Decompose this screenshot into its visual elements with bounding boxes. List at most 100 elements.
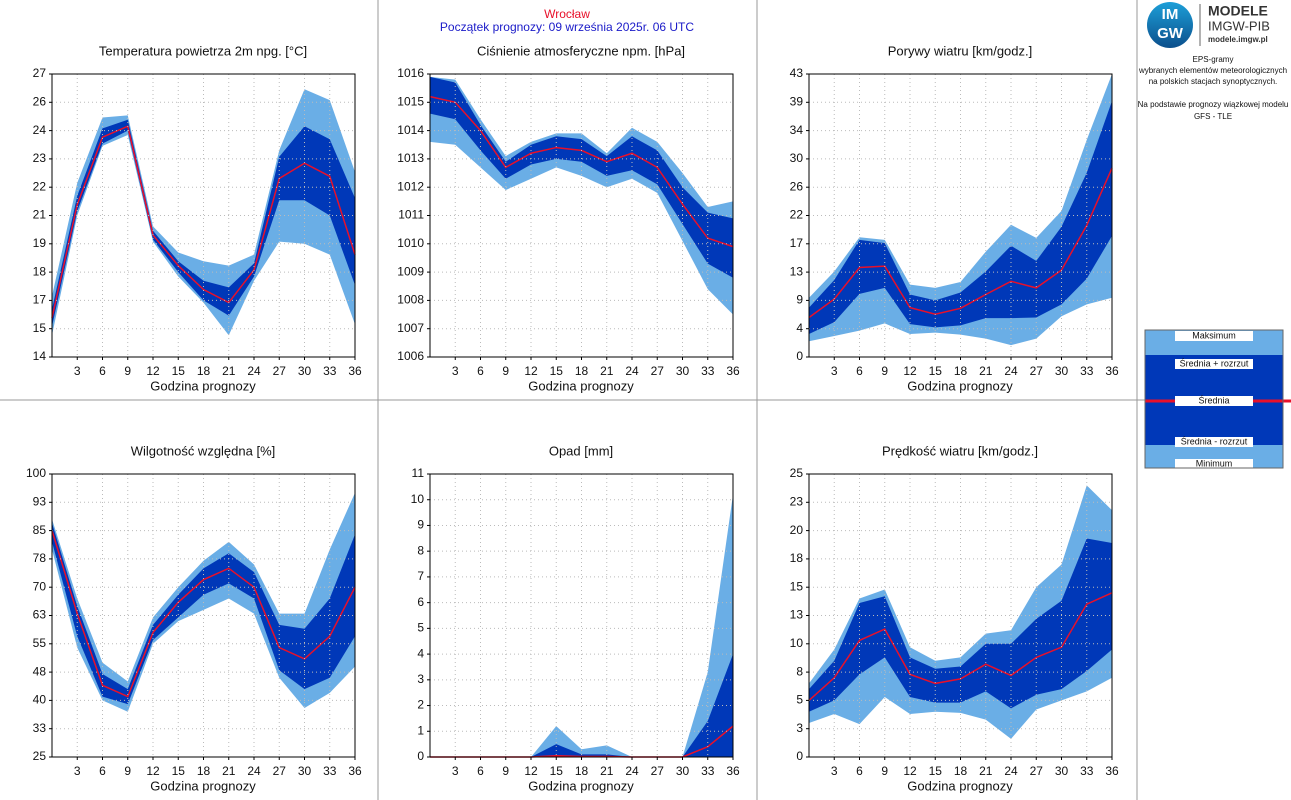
chart-title: Ciśnienie atmosferyczne npm. [hPa]: [477, 43, 685, 58]
y-tick-label: 25: [790, 466, 804, 480]
description: EPS-gramy: [1193, 55, 1234, 64]
chart-title: Wilgotność względna [%]: [131, 443, 276, 458]
x-tick-label: 21: [600, 764, 614, 778]
chart-title: Temperatura powietrza 2m npg. [°C]: [99, 43, 307, 58]
y-tick-label: 70: [33, 579, 47, 593]
x-tick-label: 15: [172, 364, 186, 378]
x-tick-label: 27: [1030, 764, 1044, 778]
x-tick-label: 27: [273, 764, 287, 778]
y-tick-label: 19: [33, 236, 47, 250]
x-axis-label: Godzina prognozy: [150, 778, 256, 793]
x-tick-label: 18: [197, 764, 211, 778]
y-tick-label: 22: [790, 208, 804, 222]
x-tick-label: 21: [979, 764, 993, 778]
logo-text: GW: [1157, 25, 1184, 42]
y-tick-label: 26: [33, 94, 47, 108]
y-tick-label: 6: [417, 595, 424, 609]
band-inner: [52, 119, 355, 327]
plot-frame: [429, 73, 734, 358]
x-tick-label: 12: [524, 364, 538, 378]
legend-label: Minimum: [1196, 458, 1233, 468]
y-tick-label: 5: [417, 621, 424, 635]
x-tick-label: 27: [651, 364, 665, 378]
x-tick-label: 18: [954, 764, 968, 778]
y-tick-label: 18: [790, 551, 804, 565]
x-tick-label: 30: [1055, 364, 1069, 378]
x-tick-label: 24: [1004, 364, 1018, 378]
y-tick-label: 34: [790, 123, 804, 137]
legend-label: Średnia - rozrzut: [1181, 435, 1248, 446]
y-tick-label: 3: [796, 721, 803, 735]
legend-label-bg: [1175, 437, 1253, 447]
y-tick-label: 15: [790, 579, 804, 593]
x-tick-label: 33: [323, 364, 337, 378]
x-tick-label: 36: [1105, 764, 1119, 778]
x-tick-label: 18: [954, 364, 968, 378]
y-tick-label: 48: [33, 664, 47, 678]
x-tick-label: 21: [222, 364, 236, 378]
x-tick-label: 33: [1080, 764, 1094, 778]
x-tick-label: 6: [477, 364, 484, 378]
y-tick-label: 4: [417, 646, 424, 660]
mean-line: [51, 125, 356, 318]
x-tick-label: 15: [929, 764, 943, 778]
x-tick-label: 18: [575, 364, 589, 378]
y-tick-label: 1007: [397, 321, 424, 335]
y-tick-label: 9: [417, 518, 424, 532]
y-tick-label: 20: [790, 523, 804, 537]
y-tick-label: 39: [790, 94, 804, 108]
x-tick-label: 36: [348, 764, 362, 778]
x-tick-label: 3: [452, 764, 459, 778]
logo-org: IMGW-PIB: [1208, 18, 1270, 33]
y-tick-label: 22: [33, 179, 47, 193]
y-tick-label: 8: [417, 543, 424, 557]
y-tick-label: 1006: [397, 349, 424, 363]
logo-url: modele.imgw.pl: [1208, 35, 1268, 44]
x-tick-label: 12: [524, 764, 538, 778]
y-tick-label: 0: [417, 749, 424, 763]
y-tick-label: 1015: [397, 94, 424, 108]
x-tick-label: 15: [550, 364, 564, 378]
x-axis-label: Godzina prognozy: [907, 378, 1013, 393]
x-tick-label: 18: [575, 764, 589, 778]
band-inner: [809, 100, 1112, 334]
chart-title: Opad [mm]: [549, 443, 613, 458]
description: na polskich stacjach synoptycznych.: [1149, 77, 1278, 86]
x-tick-label: 9: [124, 364, 131, 378]
chart-title: Prędkość wiatru [km/godz.]: [882, 443, 1038, 458]
y-tick-label: 0: [796, 749, 803, 763]
y-tick-label: 24: [33, 123, 47, 137]
y-tick-label: 17: [790, 236, 804, 250]
legend-label-bg: [1175, 396, 1253, 406]
x-tick-label: 30: [1055, 764, 1069, 778]
y-tick-label: 78: [33, 551, 47, 565]
y-tick-label: 85: [33, 523, 47, 537]
legend-label-bg: [1175, 331, 1253, 341]
x-tick-label: 33: [1080, 364, 1094, 378]
band-inner: [809, 538, 1112, 712]
x-tick-label: 30: [298, 764, 312, 778]
y-tick-label: 14: [33, 349, 47, 363]
x-tick-label: 36: [1105, 364, 1119, 378]
y-tick-label: 1016: [397, 66, 424, 80]
y-tick-label: 26: [790, 179, 804, 193]
logo-mark: [1147, 2, 1193, 48]
y-tick-label: 13: [790, 264, 804, 278]
x-tick-label: 21: [222, 764, 236, 778]
y-tick-label: 1008: [397, 293, 424, 307]
x-tick-label: 33: [701, 764, 715, 778]
plot-frame: [51, 73, 356, 358]
x-tick-label: 12: [903, 764, 917, 778]
x-tick-label: 9: [502, 764, 509, 778]
y-tick-label: 23: [33, 151, 47, 165]
y-tick-label: 23: [790, 494, 804, 508]
legend-label-bg: [1175, 459, 1253, 469]
x-tick-label: 24: [625, 764, 639, 778]
y-tick-label: 15: [33, 321, 47, 335]
y-tick-label: 33: [33, 721, 47, 735]
x-tick-label: 30: [298, 364, 312, 378]
y-tick-label: 1013: [397, 151, 424, 165]
x-tick-label: 30: [676, 364, 690, 378]
x-tick-label: 24: [247, 364, 261, 378]
y-tick-label: 7: [417, 569, 424, 583]
